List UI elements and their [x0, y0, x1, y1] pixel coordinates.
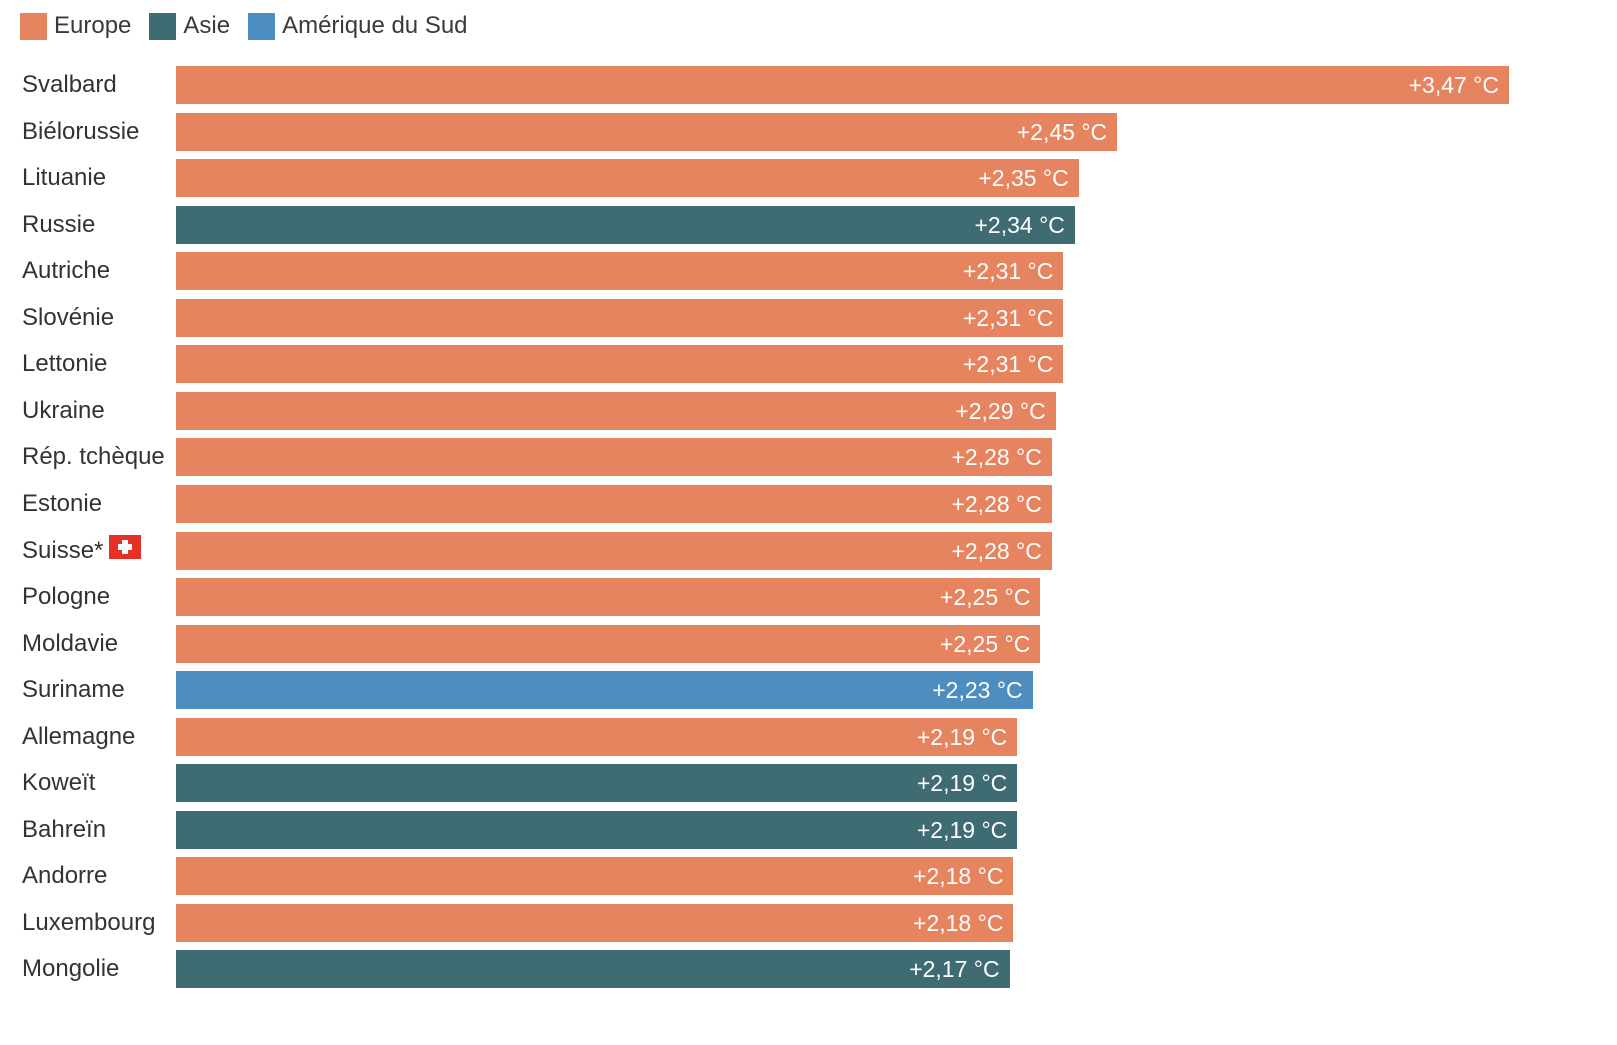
category-label-lettonie: Lettonie	[22, 345, 107, 383]
bar-autriche: +2,31 °C	[176, 252, 1064, 291]
category-label-bielorussie: Biélorussie	[22, 113, 139, 151]
data-label-moldavie: +2,25 °C	[939, 630, 1031, 657]
category-label-estonie: Estonie	[22, 485, 102, 523]
bar-svalbard: +3,47 °C	[176, 66, 1509, 104]
data-label-lettonie: +2,31 °C	[962, 351, 1054, 378]
bar-rep-tcheque: +2,28 °C	[176, 438, 1052, 477]
legend-label-europe: Europe	[54, 12, 132, 39]
data-label-rep-tcheque: +2,28 °C	[951, 444, 1042, 471]
category-label-text: Autriche	[22, 257, 111, 285]
data-label-russie: +2,34 °C	[974, 211, 1065, 238]
category-label-allemagne: Allemagne	[22, 718, 135, 756]
category-label-text: Moldavie	[22, 629, 119, 657]
data-label-allemagne: +2,19 °C	[916, 723, 1008, 750]
category-label-andorre: Andorre	[22, 857, 107, 895]
legend-item-europe: Europe	[20, 12, 131, 40]
legend-item-asie: Asie	[149, 12, 230, 40]
data-label-autriche: +2,31 °C	[962, 258, 1054, 285]
category-label-text: Allemagne	[22, 722, 136, 750]
bar-luxembourg: +2,18 °C	[176, 903, 1014, 942]
category-label-text: Russie	[22, 210, 96, 238]
category-label-text: Bahreïn	[22, 815, 107, 843]
legend-item-amerique-du-sud: Amérique du Sud	[248, 12, 468, 40]
category-label-moldavie: Moldavie	[22, 625, 118, 663]
category-label-text: Koweït	[22, 769, 96, 797]
category-label-svalbard: Svalbard	[22, 66, 117, 104]
data-label-suisse: +2,28 °C	[951, 537, 1042, 564]
data-label-pologne: +2,25 °C	[939, 584, 1031, 611]
category-label-text: Lettonie	[22, 350, 108, 378]
category-label-text: Luxembourg	[22, 908, 156, 936]
bar-moldavie: +2,25 °C	[176, 624, 1041, 663]
category-label-text: Ukraine	[22, 396, 105, 424]
category-label-text: Lituanie	[22, 164, 107, 192]
data-label-bielorussie: +2,45 °C	[1016, 118, 1108, 145]
bar-ukraine: +2,29 °C	[176, 391, 1056, 430]
category-label-rep-tcheque: Rép. tchèque	[22, 438, 165, 476]
swiss-flag-icon	[109, 534, 142, 559]
category-label-text: Suriname	[22, 676, 125, 704]
data-label-koweit: +2,19 °C	[916, 770, 1008, 797]
bar-slovenie: +2,31 °C	[176, 298, 1064, 337]
data-label-lituanie: +2,35 °C	[978, 165, 1069, 192]
legend-label-amerique-du-sud: Amérique du Sud	[282, 12, 468, 39]
bar-suriname: +2,23 °C	[176, 671, 1033, 710]
category-label-text: Suisse*	[22, 536, 104, 564]
category-label-bahrein: Bahreïn	[22, 811, 106, 849]
data-label-svalbard: +3,47 °C	[1408, 72, 1499, 98]
category-label-slovenie: Slovénie	[22, 299, 114, 337]
bar-bahrein: +2,19 °C	[176, 810, 1018, 849]
bar-pologne: +2,25 °C	[176, 578, 1041, 617]
data-label-slovenie: +2,31 °C	[962, 304, 1054, 331]
data-label-luxembourg: +2,18 °C	[913, 909, 1004, 936]
bar-lituanie: +2,35 °C	[176, 159, 1079, 198]
category-label-text: Mongolie	[22, 955, 120, 983]
category-label-text: Estonie	[22, 489, 103, 517]
category-label-russie: Russie	[22, 206, 95, 244]
bar-estonie: +2,28 °C	[176, 484, 1052, 523]
bar-lettonie: +2,31 °C	[176, 345, 1064, 384]
bar-andorre: +2,18 °C	[176, 857, 1014, 896]
bar-bielorussie: +2,45 °C	[176, 112, 1118, 151]
bar-allemagne: +2,19 °C	[176, 717, 1018, 756]
category-label-suriname: Suriname	[22, 671, 125, 709]
category-label-text: Andorre	[22, 862, 108, 890]
category-label-pologne: Pologne	[22, 578, 110, 616]
legend-swatch-europe	[20, 12, 47, 40]
data-label-ukraine: +2,29 °C	[955, 397, 1046, 424]
data-label-estonie: +2,28 °C	[951, 490, 1042, 517]
legend-label-asie: Asie	[183, 12, 231, 39]
bar-russie: +2,34 °C	[176, 205, 1075, 244]
category-label-ukraine: Ukraine	[22, 392, 105, 430]
category-label-koweit: Koweït	[22, 764, 95, 802]
category-label-text: Svalbard	[22, 71, 117, 98]
category-label-luxembourg: Luxembourg	[22, 904, 155, 942]
data-label-mongolie: +2,17 °C	[909, 956, 1000, 983]
category-label-autriche: Autriche	[22, 252, 110, 290]
category-label-text: Biélorussie	[22, 117, 140, 145]
category-label-text: Pologne	[22, 583, 111, 611]
category-label-text: Slovénie	[22, 303, 115, 331]
bar-suisse: +2,28 °C	[176, 531, 1052, 570]
legend-swatch-amerique-du-sud	[248, 12, 276, 40]
bar-koweit: +2,19 °C	[176, 764, 1018, 803]
data-label-suriname: +2,23 °C	[932, 677, 1023, 704]
category-label-suisse: Suisse*	[22, 532, 142, 570]
data-label-andorre: +2,18 °C	[913, 863, 1004, 890]
data-label-bahrein: +2,19 °C	[916, 816, 1008, 843]
category-label-mongolie: Mongolie	[22, 950, 119, 988]
bar-mongolie: +2,17 °C	[176, 950, 1010, 989]
category-label-lituanie: Lituanie	[22, 159, 106, 197]
category-label-text: Rép. tchèque	[22, 443, 165, 471]
legend: Europe Asie Amérique du Sud	[20, 12, 486, 40]
legend-swatch-asie	[149, 12, 177, 40]
